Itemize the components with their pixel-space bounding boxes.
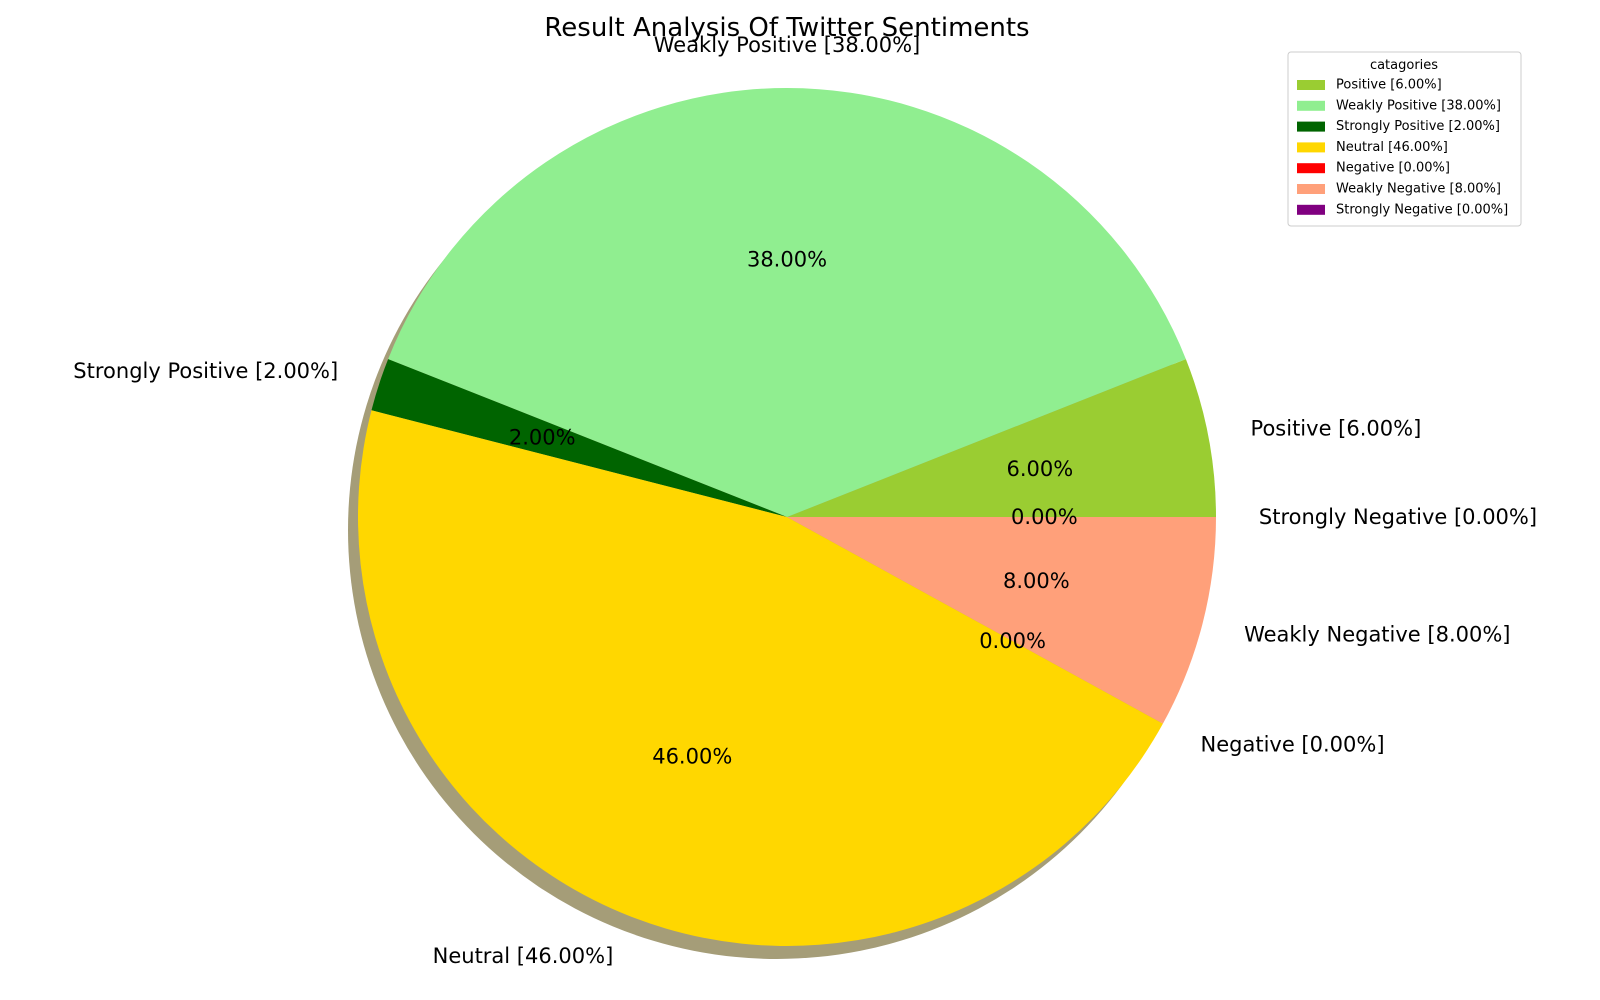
- slice-neutral: [357, 410, 1163, 947]
- legend-box: [1287, 51, 1522, 227]
- outer-label-weakly-positive: Weakly Positive [38.00%]: [654, 33, 921, 57]
- outer-label-weakly-negative: Weakly Negative [8.00%]: [1244, 622, 1510, 646]
- outer-label-negative: Negative [0.00%]: [1201, 732, 1385, 756]
- pct-label-strongly-negative: 0.00%: [1011, 505, 1078, 529]
- pct-label-weakly-negative: 8.00%: [1003, 569, 1070, 593]
- pct-label-strongly-positive: 2.00%: [509, 425, 576, 449]
- legend-swatch-weakly-positive: [1297, 100, 1325, 111]
- legend-swatch-negative: [1297, 163, 1325, 174]
- outer-label-positive: Positive [6.00%]: [1251, 417, 1422, 441]
- legend-swatch-neutral: [1297, 142, 1325, 153]
- legend: catagories Positive [6.00%] Weakly Positi…: [1287, 51, 1522, 227]
- pct-label-neutral: 46.00%: [652, 744, 732, 768]
- legend-title: catagories: [1370, 58, 1438, 73]
- legend-label-neutral: Neutral [46.00%]: [1336, 140, 1448, 155]
- outer-label-strongly-negative: Strongly Negative [0.00%]: [1259, 505, 1537, 529]
- legend-label-positive: Positive [6.00%]: [1336, 78, 1442, 93]
- legend-label-weakly-negative: Weakly Negative [8.00%]: [1336, 182, 1501, 197]
- pct-label-positive: 6.00%: [1006, 457, 1073, 481]
- slice-labels: Positive [6.00%] Weakly Positive [38.00%]…: [73, 33, 1537, 968]
- legend-label-strongly-negative: Strongly Negative [0.00%]: [1336, 202, 1508, 217]
- legend-items: Positive [6.00%] Weakly Positive [38.00%]…: [1297, 78, 1508, 217]
- outer-label-neutral: Neutral [46.00%]: [433, 944, 614, 968]
- legend-swatch-strongly-positive: [1297, 121, 1325, 132]
- pie-slices: [357, 87, 1216, 947]
- legend-label-negative: Negative [0.00%]: [1336, 161, 1450, 176]
- legend-swatch-positive: [1297, 80, 1325, 90]
- slice-positive: [787, 359, 1216, 517]
- legend-label-weakly-positive: Weakly Positive [38.00%]: [1336, 98, 1501, 113]
- chart-title: Result Analysis Of Twitter Sentiments: [544, 13, 1029, 43]
- pct-label-negative: 0.00%: [979, 629, 1046, 653]
- legend-label-strongly-positive: Strongly Positive [2.00%]: [1336, 119, 1500, 134]
- outer-label-strongly-positive: Strongly Positive [2.00%]: [73, 359, 338, 383]
- legend-swatch-weakly-negative: [1297, 184, 1325, 194]
- percent-labels: 6.00% 38.00% 2.00% 46.00% 0.00% 8.00% 0.00%: [509, 248, 1078, 769]
- slice-weakly-positive: [388, 87, 1186, 517]
- slice-strongly-positive: [371, 359, 787, 517]
- pct-label-weakly-positive: 38.00%: [747, 248, 827, 272]
- legend-swatch-strongly-negative: [1297, 204, 1325, 215]
- slice-weakly-negative: [787, 517, 1216, 724]
